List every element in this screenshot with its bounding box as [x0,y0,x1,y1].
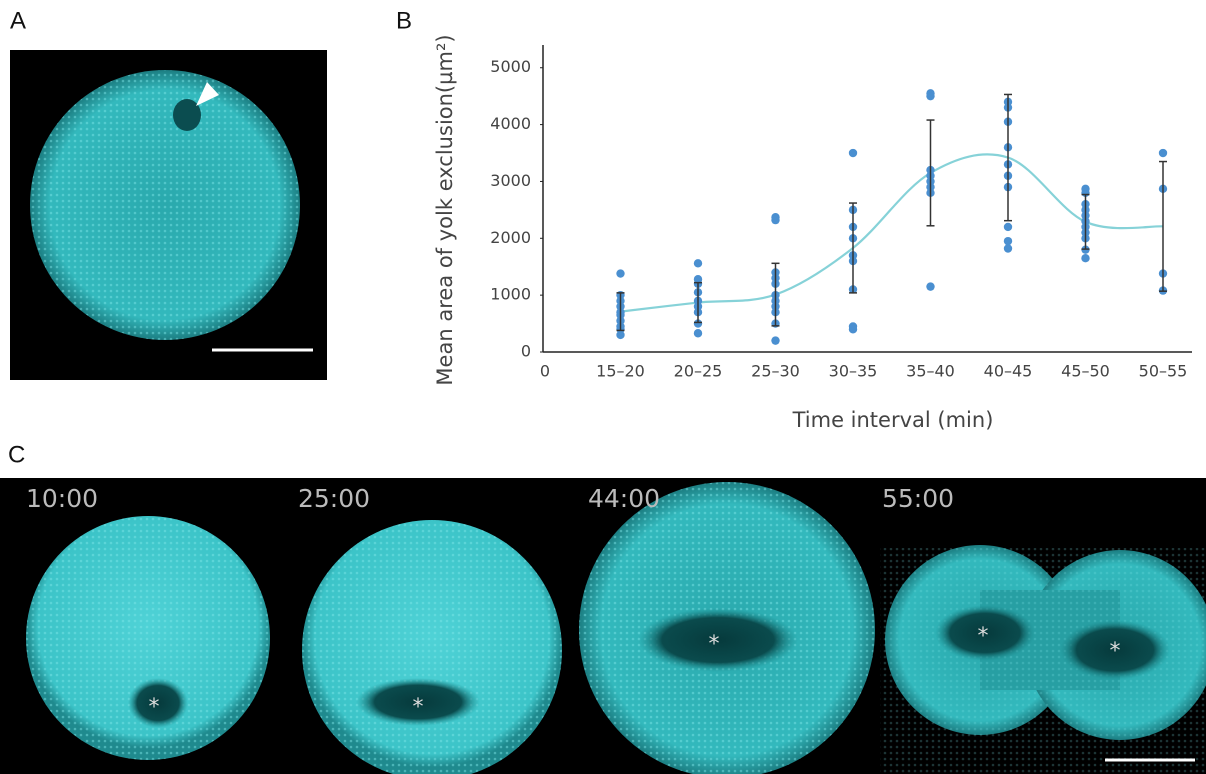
data-point [1003,236,1013,246]
data-point [616,269,625,278]
y-tick-label: 5000 [490,57,531,76]
y-tick-label: 4000 [490,114,531,133]
x-tick-label: 40–45 [984,362,1033,381]
asterisk: * [978,624,989,649]
x-tick-label: 50–55 [1139,362,1188,381]
panel-label: C [8,441,25,468]
panel-a-image [10,50,327,380]
y-tick-label: 2000 [490,228,531,247]
data-point [693,329,703,338]
y-tick-label: 1000 [490,285,531,304]
asterisk: * [1110,639,1121,664]
data-point [771,336,780,345]
asterisk: * [413,695,424,720]
x-tick-label: 15–20 [596,362,645,381]
data-point [1003,244,1013,253]
data-point [1003,222,1013,232]
panel-label: A [10,7,26,34]
x-tick-label: 45–50 [1061,362,1110,381]
x-tick-label: 25–30 [751,362,800,381]
data-point [1158,148,1168,158]
data-point [926,282,935,291]
time-label: 55:00 [882,484,954,513]
x-tick-label: 0 [540,362,550,381]
data-point [771,215,780,225]
time-label: 10:00 [26,484,98,513]
data-point [693,319,703,328]
data-point [848,325,858,334]
data-point [616,330,625,340]
data-point [693,259,703,268]
y-tick-label: 3000 [490,171,531,190]
data-point [1081,253,1090,263]
data-point [926,91,935,101]
asterisk: * [149,695,160,720]
x-tick-label: 30–35 [829,362,878,381]
asterisk: * [709,632,720,657]
x-tick-label: 35–40 [906,362,955,381]
x-tick-label: 20–25 [674,362,723,381]
fit-curve [620,153,1164,313]
y-tick-label: 0 [521,342,531,361]
x-axis-label: Time interval (min) [792,408,994,432]
panel-c-image [0,478,1206,774]
data-point [848,148,858,158]
time-label: 44:00 [588,484,660,513]
time-label: 25:00 [298,484,370,513]
panel-label: B [396,7,412,34]
y-axis-label: Mean area of yolk exclusion(µm²) [433,34,457,385]
